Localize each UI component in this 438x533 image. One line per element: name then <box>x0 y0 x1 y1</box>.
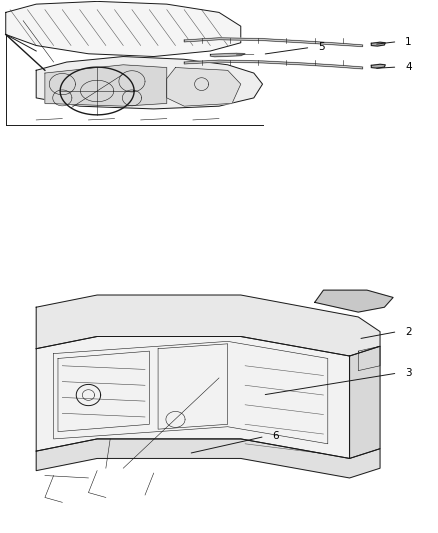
Polygon shape <box>36 295 380 356</box>
Text: 4: 4 <box>405 62 412 72</box>
Text: 6: 6 <box>272 432 279 441</box>
Polygon shape <box>371 42 385 46</box>
Text: 1: 1 <box>405 37 412 47</box>
Polygon shape <box>45 65 167 106</box>
Polygon shape <box>350 346 380 458</box>
Polygon shape <box>36 56 262 109</box>
Polygon shape <box>36 439 380 478</box>
Text: 2: 2 <box>405 327 412 337</box>
Text: 5: 5 <box>318 43 325 52</box>
Polygon shape <box>315 290 393 312</box>
Polygon shape <box>167 68 241 106</box>
Polygon shape <box>6 2 241 56</box>
Polygon shape <box>184 60 363 69</box>
Text: 3: 3 <box>405 368 412 378</box>
Polygon shape <box>371 64 385 68</box>
Polygon shape <box>36 336 350 458</box>
Polygon shape <box>184 38 363 46</box>
Polygon shape <box>210 53 245 57</box>
